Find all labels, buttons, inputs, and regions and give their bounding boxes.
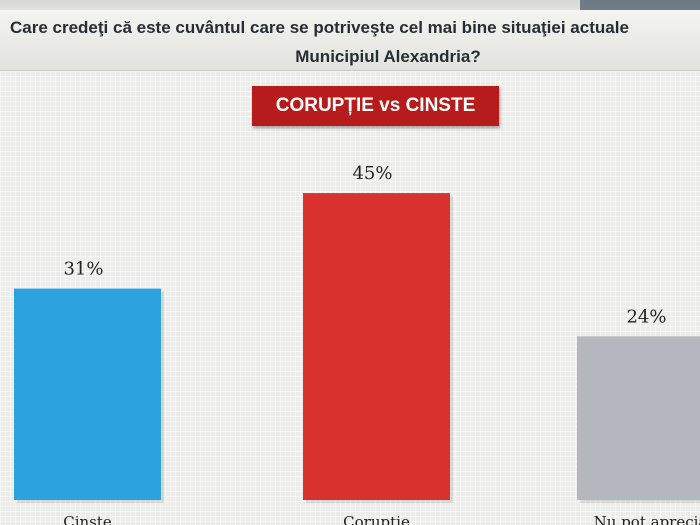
category-label-1: Cinste bbox=[63, 513, 112, 525]
chart-title: CORUPȚIE vs CINSTE bbox=[252, 86, 499, 126]
bar-3 bbox=[577, 336, 700, 500]
question-text-line2: Municipiul Alexandria? bbox=[295, 47, 481, 66]
value-label-3: 24% bbox=[626, 306, 666, 327]
question-text-line1: Care credeţi că este cuvântul care se po… bbox=[10, 18, 629, 37]
question-header: Care credeţi că este cuvântul care se po… bbox=[0, 10, 700, 71]
value-label-2: 45% bbox=[352, 163, 392, 184]
bar-2 bbox=[303, 193, 450, 500]
value-label-1: 31% bbox=[63, 259, 103, 280]
category-label-2: Corupţie bbox=[343, 513, 410, 525]
category-label-3: Nu pot aprecia bbox=[594, 513, 700, 525]
bar-1 bbox=[14, 288, 161, 500]
